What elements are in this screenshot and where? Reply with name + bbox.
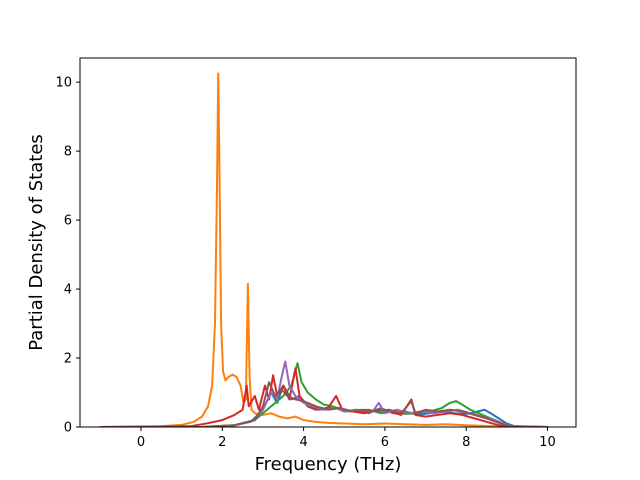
x-tick-label: 10 <box>539 435 556 450</box>
series-line-6 <box>99 381 549 427</box>
y-tick-label: 10 <box>55 76 72 91</box>
x-tick-label: 6 <box>381 435 389 450</box>
y-axis-label: Partial Density of States <box>26 134 47 351</box>
x-tick-label: 4 <box>299 435 307 450</box>
x-axis-label: Frequency (THz) <box>255 454 402 475</box>
y-tick-label: 4 <box>64 283 72 298</box>
axes-layer <box>79 57 577 428</box>
y-tick-label: 0 <box>64 421 72 436</box>
series-line-2 <box>99 72 549 427</box>
y-tick-label: 2 <box>64 352 72 367</box>
x-tick-label: 2 <box>218 435 226 450</box>
y-tick-label: 6 <box>64 214 72 229</box>
x-tick-label: 8 <box>462 435 470 450</box>
x-axis-ticks: 0 2 4 6 8 10 <box>137 427 556 450</box>
series-line-4 <box>99 367 549 427</box>
series-layer <box>99 72 549 427</box>
y-axis-ticks: 0 2 4 6 8 10 <box>55 76 80 436</box>
x-tick-label: 0 <box>137 435 145 450</box>
y-tick-label: 8 <box>64 145 72 160</box>
axes-frame <box>79 57 577 428</box>
